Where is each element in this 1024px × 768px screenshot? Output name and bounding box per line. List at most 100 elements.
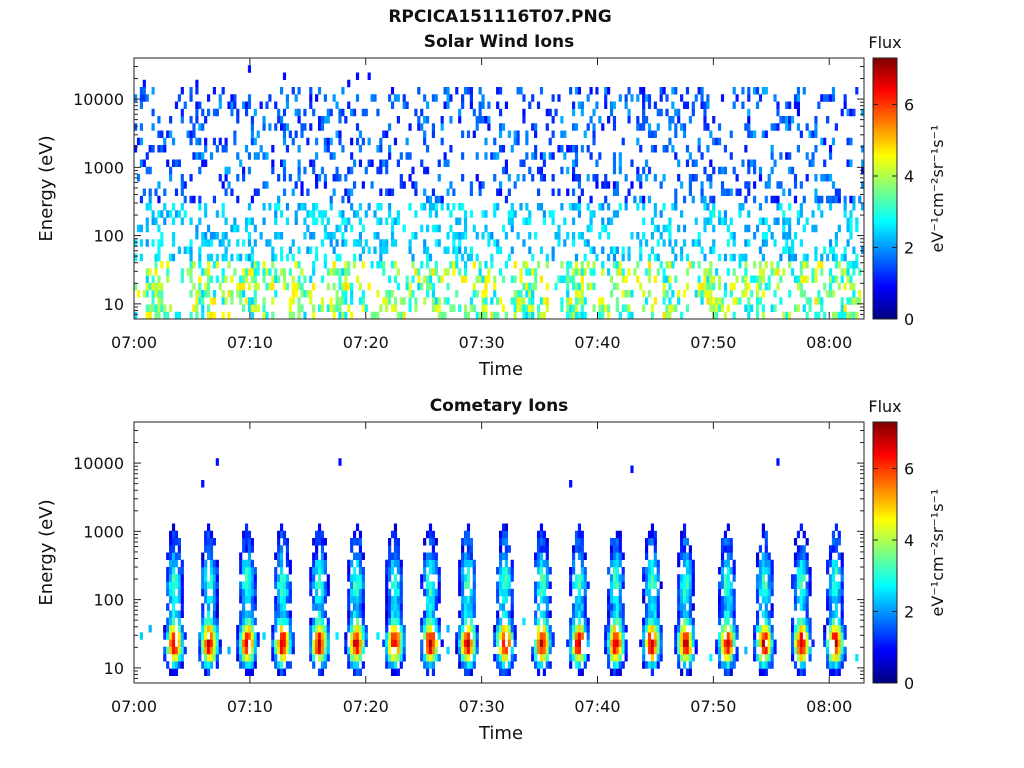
data-cell	[615, 304, 619, 312]
data-cell	[215, 261, 219, 269]
data-cell	[755, 639, 760, 647]
data-cell	[682, 530, 687, 539]
data-cell	[224, 174, 228, 182]
data-cell	[682, 574, 687, 582]
data-cell	[522, 116, 526, 124]
data-cell	[709, 217, 713, 225]
data-cell	[802, 617, 806, 626]
data-cell	[817, 297, 821, 305]
data-cell	[504, 523, 509, 531]
data-cell	[463, 574, 468, 582]
data-cell	[776, 181, 780, 189]
data-cell	[358, 159, 363, 167]
data-cell	[788, 224, 792, 233]
data-cell	[510, 217, 514, 225]
data-cell	[691, 654, 695, 662]
data-cell	[811, 639, 815, 647]
data-cell	[309, 94, 313, 102]
data-cell	[469, 603, 473, 611]
data-cell	[831, 581, 836, 589]
data-cell	[466, 311, 471, 320]
data-cell	[236, 116, 240, 124]
data-cell	[811, 152, 815, 160]
data-cell	[183, 181, 187, 189]
data-cell	[531, 297, 535, 305]
data-cell	[157, 224, 161, 233]
data-cell	[207, 261, 211, 269]
data-cell	[364, 239, 368, 247]
data-cell	[239, 646, 243, 655]
data-cell	[317, 538, 322, 546]
data-cell	[353, 632, 357, 640]
data-cell	[466, 545, 471, 553]
data-cell	[174, 661, 179, 669]
data-cell	[723, 596, 728, 604]
data-cell	[706, 217, 710, 225]
data-cell	[536, 581, 541, 589]
data-cell	[507, 588, 511, 597]
data-cell	[831, 661, 836, 669]
data-cell	[198, 123, 202, 131]
data-cell	[347, 646, 351, 655]
data-cell	[612, 545, 617, 553]
data-cell	[390, 668, 395, 676]
data-cell	[753, 261, 757, 269]
data-cell	[513, 290, 517, 298]
data-cell	[510, 625, 514, 633]
data-cell	[723, 581, 728, 589]
data-cell	[642, 654, 646, 662]
data-cell	[607, 646, 611, 655]
data-cell	[580, 545, 584, 553]
data-cell	[767, 282, 771, 291]
data-cell	[350, 108, 354, 117]
data-cell	[347, 304, 351, 312]
data-cell	[510, 246, 514, 254]
data-cell	[347, 188, 351, 196]
data-cell	[215, 632, 219, 640]
data-cell	[688, 646, 692, 655]
data-cell	[396, 567, 400, 575]
data-cell	[539, 203, 544, 211]
data-cell	[347, 567, 351, 575]
data-cell	[204, 282, 208, 291]
data-cell	[262, 152, 266, 160]
data-cell	[612, 116, 617, 124]
data-cell	[788, 232, 792, 240]
data-cell	[814, 123, 818, 131]
data-cell	[458, 304, 462, 312]
data-cell	[773, 304, 777, 312]
data-cell	[645, 545, 649, 553]
data-cell	[828, 603, 833, 611]
data-cell	[215, 253, 219, 262]
data-cell	[268, 123, 272, 131]
data-cell	[680, 639, 684, 647]
data-cell	[201, 311, 205, 320]
data-cell	[574, 538, 579, 546]
data-cell	[154, 290, 158, 298]
data-cell	[796, 145, 801, 153]
data-cell	[490, 261, 494, 269]
data-cell	[612, 159, 617, 167]
data-cell	[247, 253, 252, 262]
data-cell	[367, 246, 371, 254]
data-cell	[189, 195, 193, 204]
data-cell	[350, 617, 354, 626]
data-cell	[347, 625, 351, 633]
data-cell	[828, 268, 833, 276]
data-cell	[744, 261, 748, 269]
data-cell	[642, 290, 646, 298]
data-cell	[583, 567, 587, 575]
data-cell	[706, 145, 710, 153]
data-cell	[277, 581, 281, 589]
data-cell	[650, 596, 655, 604]
data-cell	[390, 188, 395, 196]
data-cell	[618, 159, 622, 167]
data-cell	[481, 275, 485, 283]
data-cell	[791, 239, 795, 247]
data-cell	[580, 581, 584, 589]
data-cell	[189, 311, 193, 320]
data-cell	[618, 646, 622, 655]
data-cell	[577, 625, 582, 633]
data-cell	[207, 603, 211, 611]
data-cell	[761, 639, 765, 647]
